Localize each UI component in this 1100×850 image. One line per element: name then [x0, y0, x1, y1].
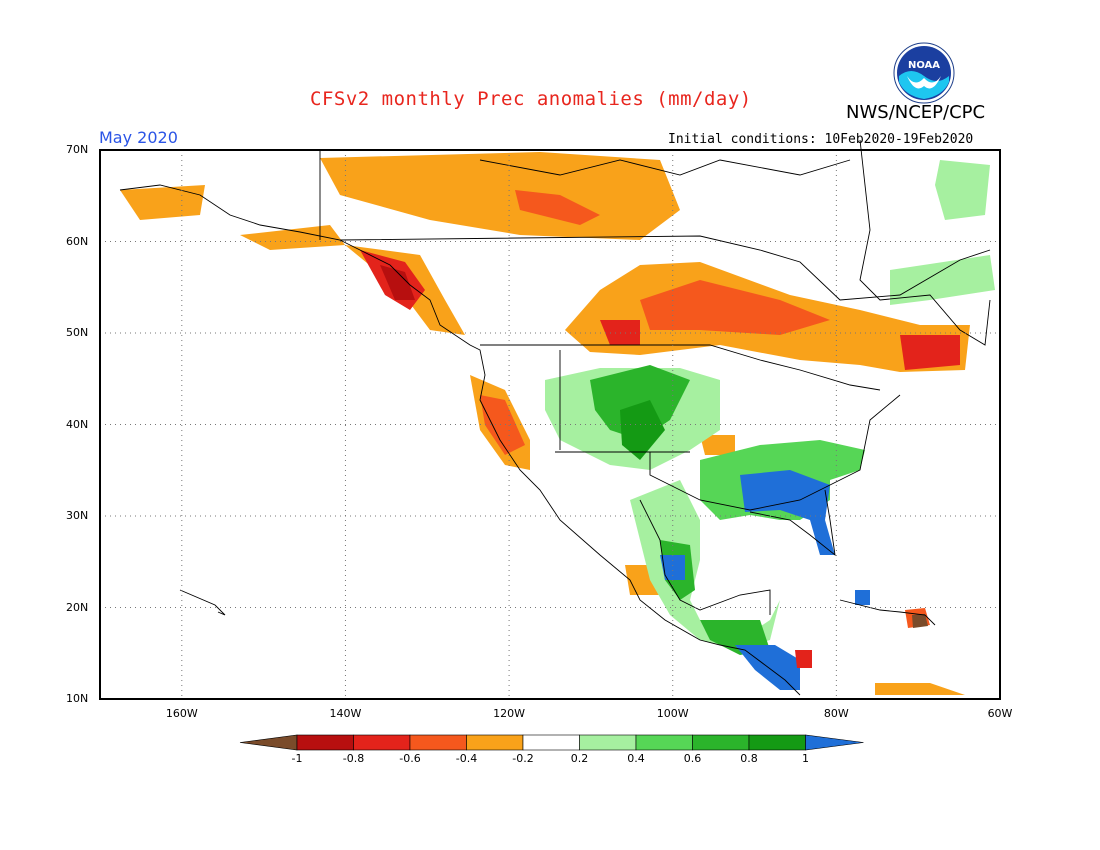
anomaly-region: [320, 152, 680, 240]
anomaly-region: [700, 435, 735, 455]
colorbar-swatch: [409, 734, 467, 751]
anomaly-region: [740, 470, 835, 555]
map-frame: [99, 149, 1001, 700]
lon-tick-label: 60W: [987, 707, 1013, 720]
colorbar-swatch: [692, 734, 750, 751]
coastline: [839, 599, 936, 626]
colorbar-swatch: [296, 734, 354, 751]
coastline: [649, 394, 901, 511]
coastline: [480, 344, 881, 391]
lat-tick-label: 30N: [66, 509, 89, 522]
lat-tick-label: 50N: [66, 326, 89, 339]
valid-month-label: May 2020: [99, 128, 178, 147]
colorbar: [239, 734, 864, 751]
coastline: [179, 589, 226, 616]
colorbar-tick-label: 1: [802, 752, 809, 765]
anomaly-fill-layer: [120, 152, 995, 695]
lat-tick-label: 20N: [66, 600, 89, 614]
colorbar-swatch: [522, 734, 580, 751]
colorbar-swatch: [635, 734, 693, 751]
colorbar-swatch: [579, 734, 637, 751]
anomaly-region: [120, 185, 205, 220]
colorbar-tick-label: 0.8: [740, 752, 758, 765]
lon-tick-label: 80W: [823, 707, 849, 720]
anomaly-region: [515, 190, 600, 225]
coastline: [119, 184, 801, 696]
colorbar-arrow-high: [805, 734, 864, 751]
anomaly-region: [640, 280, 830, 335]
anomaly-region: [380, 265, 415, 300]
lon-tick-label: 160W: [165, 707, 198, 720]
anomaly-region: [890, 255, 995, 305]
colorbar-tick-label: -0.8: [342, 752, 365, 765]
colorbar-tick-label: 0.6: [683, 752, 702, 765]
anomaly-region: [620, 400, 665, 460]
anomaly-region: [240, 225, 345, 250]
anomaly-region: [735, 645, 800, 690]
lat-tick-label: 40N: [66, 417, 89, 431]
anomaly-region: [900, 335, 960, 370]
coastline: [339, 235, 991, 301]
coastline: [859, 139, 991, 346]
coastline: [479, 159, 851, 176]
anomaly-region: [590, 365, 690, 440]
colorbar-swatch: [466, 734, 524, 751]
colorbar-tick-label: -0.6: [399, 752, 421, 765]
anomaly-region: [630, 480, 780, 650]
anomaly-region: [912, 614, 928, 628]
chart-title: CFSv2 monthly Prec anomalies (mm/day): [310, 88, 752, 110]
colorbar-tick-label: 0.2: [570, 752, 589, 765]
lon-tick-label: 120W: [493, 707, 526, 720]
lat-tick-label: 10N: [66, 692, 89, 705]
colorbar-tick-label: 0.4: [627, 752, 645, 765]
colorbar-swatch: [748, 734, 806, 751]
colorbar-tick-label: -1: [291, 752, 303, 765]
colorbar-arrow-low: [239, 734, 298, 751]
graticule: [100, 150, 1000, 699]
colorbar-tick-label: -0.2: [512, 752, 534, 765]
colorbar-swatch: [353, 734, 411, 751]
lon-tick-label: 100W: [656, 707, 689, 720]
anomaly-region: [660, 555, 685, 580]
agency-label: NWS/NCEP/CPC: [846, 102, 986, 123]
anomaly-region: [855, 590, 870, 605]
lat-tick-label: 60N: [66, 234, 89, 248]
coastline: [639, 499, 771, 615]
noaa-logo: NOAA: [893, 42, 955, 104]
lon-tick-label: 140W: [329, 707, 362, 720]
coastline-layer: [119, 139, 991, 696]
anomaly-region: [795, 650, 812, 668]
colorbar-tick-label: -0.4: [455, 752, 478, 765]
anomaly-region: [875, 683, 965, 695]
anomaly-region: [480, 395, 525, 455]
coastline: [749, 489, 836, 557]
lat-tick-label: 70N: [66, 143, 89, 156]
initial-conditions-label: Initial conditions: 10Feb2020-19Feb2020: [668, 132, 974, 147]
noaa-logo-text: NOAA: [908, 60, 940, 71]
anomaly-region: [935, 160, 990, 220]
